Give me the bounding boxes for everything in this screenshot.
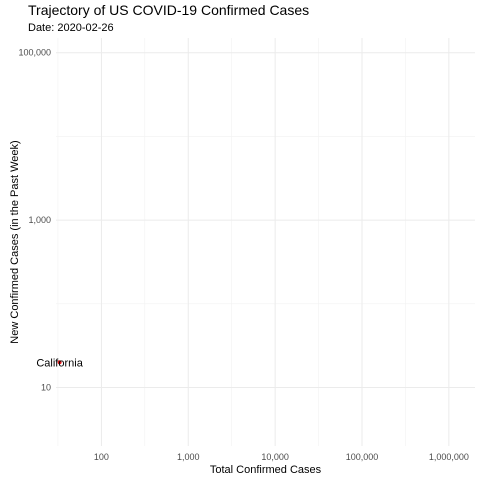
x-tick-label: 10,000 [261, 452, 289, 462]
y-tick-label: 10 [41, 383, 51, 393]
data-point-label: California [36, 357, 83, 369]
data-point [57, 360, 62, 365]
x-axis-title: Total Confirmed Cases [210, 464, 322, 476]
minor-gridlines [56, 38, 475, 446]
major-gridlines [56, 38, 475, 446]
x-axis-ticks: 100 1,000 10,000 100,000 1,000,000 [94, 452, 469, 462]
chart-subtitle: Date: 2020-02-26 [28, 22, 114, 34]
y-axis-title: New Confirmed Cases (in the Past Week) [9, 140, 21, 343]
x-tick-label: 1,000 [177, 452, 200, 462]
x-tick-label: 100 [94, 452, 109, 462]
data-points: California [36, 357, 83, 369]
x-tick-label: 100,000 [346, 452, 379, 462]
chart-title: Trajectory of US COVID-19 Confirmed Case… [28, 2, 310, 18]
y-tick-label: 100,000 [18, 48, 51, 58]
y-axis-ticks: 10 1,000 100,000 [18, 48, 51, 393]
y-tick-label: 1,000 [28, 215, 51, 225]
x-tick-label: 1,000,000 [429, 452, 469, 462]
